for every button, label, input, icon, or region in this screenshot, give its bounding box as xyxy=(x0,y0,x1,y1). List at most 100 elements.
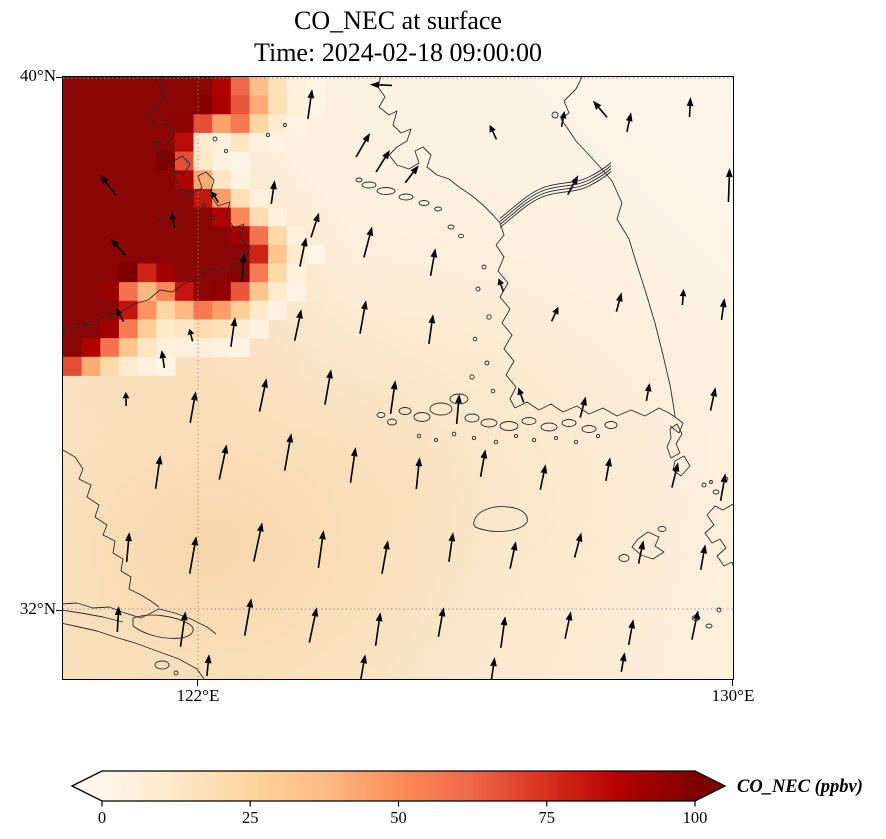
heatmap-cell xyxy=(193,319,213,339)
island-outline xyxy=(657,526,667,532)
wind-arrow xyxy=(349,447,358,483)
wind-arrow-head xyxy=(700,544,707,554)
heatmap-cell xyxy=(174,226,194,246)
wind-arrow-head xyxy=(125,532,132,542)
heatmap-cell xyxy=(137,77,157,97)
wind-arrow-head xyxy=(686,97,694,107)
heatmap-cell xyxy=(118,338,138,358)
heatmap-cell xyxy=(118,263,138,283)
heatmap-cell xyxy=(230,95,250,115)
heatmap-cell xyxy=(230,151,250,171)
heatmap-cell xyxy=(174,188,194,208)
wind-arrow xyxy=(686,97,694,118)
heatmap-cell xyxy=(230,282,250,302)
heatmap-cell xyxy=(174,95,194,115)
wind-arrow-head xyxy=(350,447,358,457)
island-outline xyxy=(712,489,720,495)
wind-arrow-head xyxy=(490,657,497,667)
wind-arrow xyxy=(517,387,525,403)
coastline-path xyxy=(669,416,684,434)
heatmap-cell xyxy=(156,188,176,208)
islet-outline xyxy=(553,435,559,441)
wind-arrow-shaft xyxy=(189,399,195,423)
plot-subtitle: Time: 2024-02-18 09:00:00 xyxy=(254,38,542,67)
wind-arrow-head xyxy=(480,449,488,459)
heatmap-cell xyxy=(193,77,213,97)
heatmap-cell xyxy=(81,244,101,264)
heatmap-cell xyxy=(63,207,83,227)
wind-arrow xyxy=(615,292,623,312)
islet-outline xyxy=(451,431,457,437)
wind-arrow-shaft xyxy=(162,357,166,369)
colorbar-tick-label: 100 xyxy=(683,808,708,827)
heatmap-cell xyxy=(156,356,176,376)
heatmap-cell xyxy=(81,170,101,190)
island-outline xyxy=(398,193,414,201)
island-outline xyxy=(154,660,170,670)
heatmap-cell xyxy=(249,226,269,246)
coastline-path xyxy=(473,506,528,532)
wind-arrow xyxy=(359,300,368,334)
heatmap-cell xyxy=(118,226,138,246)
heatmap-cell xyxy=(268,114,288,134)
heatmap-cell xyxy=(118,300,138,320)
coastline-path xyxy=(132,614,194,639)
wind-arrow xyxy=(258,378,268,412)
heatmap-cell xyxy=(212,95,232,115)
heatmap-cell xyxy=(81,77,101,97)
wind-arrow-head xyxy=(169,212,177,220)
wind-arrow xyxy=(564,611,573,639)
heatmap-cell xyxy=(212,300,232,320)
wind-arrow-head xyxy=(692,610,700,620)
wind-arrow xyxy=(154,455,163,489)
wind-arrow-head xyxy=(415,457,423,467)
wind-arrow xyxy=(374,612,383,646)
heatmap-cell xyxy=(268,226,288,246)
xtick-label-130e: 130°E xyxy=(711,686,755,705)
islet-outline xyxy=(701,482,707,488)
coastline-layer xyxy=(63,77,733,679)
islet-outline xyxy=(484,360,490,366)
wind-arrow xyxy=(627,619,635,645)
islet-outline xyxy=(173,670,179,676)
heatmap-cell xyxy=(174,263,194,283)
wind-arrow-head xyxy=(155,455,163,465)
wind-arrow-shaft xyxy=(688,105,691,118)
wind-arrow xyxy=(719,473,728,501)
wind-arrow-head xyxy=(672,462,680,472)
heatmap-cell xyxy=(268,77,288,97)
heatmap-cell xyxy=(156,170,176,190)
ytick-label-32n: 32°N xyxy=(19,599,56,618)
heatmap-cell xyxy=(286,114,306,134)
heatmap-cell xyxy=(174,282,194,302)
wind-arrow-head xyxy=(517,387,524,396)
colorbar-tick-label: 50 xyxy=(390,808,407,827)
wind-arrow-shaft xyxy=(116,244,126,256)
wind-arrow-shaft xyxy=(310,220,317,238)
wind-arrow-head xyxy=(110,238,120,248)
wind-arrow xyxy=(355,132,370,158)
island-outline xyxy=(376,412,386,418)
wind-arrow xyxy=(573,532,583,558)
wind-arrow-head xyxy=(710,387,717,397)
wind-arrow-shaft xyxy=(404,171,414,184)
wind-arrow xyxy=(479,449,488,477)
wind-arrow-shaft xyxy=(188,545,196,574)
wind-arrow-shaft xyxy=(190,334,194,342)
wind-arrow-head xyxy=(592,100,602,110)
heatmap-cell xyxy=(137,226,157,246)
wind-arrow-head xyxy=(116,308,123,316)
wind-arrow-head xyxy=(638,540,645,550)
heatmap-cell xyxy=(212,338,232,358)
map-panel xyxy=(62,76,734,680)
wind-arrow-head xyxy=(257,522,264,532)
map-canvas xyxy=(63,77,733,679)
island-outline xyxy=(398,407,412,415)
heatmap-cell xyxy=(193,263,213,283)
wind-arrow-head xyxy=(307,89,315,99)
wind-arrow-shaft xyxy=(270,188,275,205)
wind-arrow-head xyxy=(370,81,380,89)
wind-arrow-head xyxy=(580,396,587,406)
wind-arrow xyxy=(429,248,438,276)
heatmap-cell xyxy=(193,132,213,152)
